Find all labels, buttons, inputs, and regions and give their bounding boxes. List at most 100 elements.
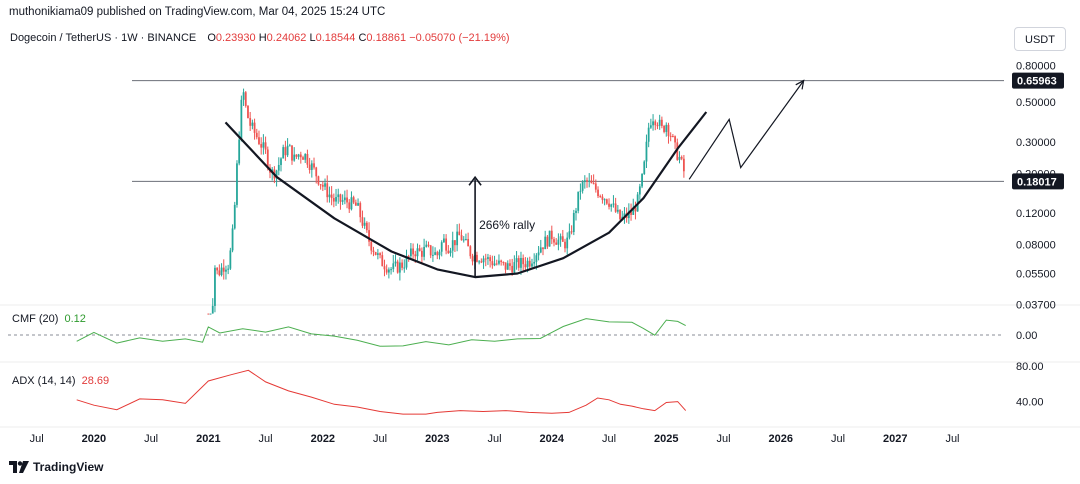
x-tick-label: 2026 bbox=[769, 433, 793, 445]
open-label: O bbox=[207, 32, 216, 44]
candle-body bbox=[449, 250, 452, 254]
candle-body bbox=[476, 254, 478, 262]
candle-body bbox=[502, 262, 505, 264]
cup-curve bbox=[224, 111, 708, 279]
y-tick-label: 0.50000 bbox=[1016, 97, 1056, 109]
candle-body bbox=[583, 180, 586, 183]
candle-body bbox=[509, 263, 511, 266]
candle-body bbox=[535, 255, 538, 262]
currency-button[interactable]: USDT bbox=[1014, 27, 1066, 51]
candle-body bbox=[321, 184, 324, 187]
candle-body bbox=[658, 119, 661, 126]
candle-body bbox=[564, 241, 566, 249]
close-value: 0.18861 bbox=[366, 32, 407, 44]
candle-body bbox=[454, 240, 456, 246]
candle-body bbox=[374, 252, 377, 255]
y-tick-label: 0.03700 bbox=[1016, 299, 1056, 311]
candle-body bbox=[238, 139, 241, 164]
candle-body bbox=[493, 263, 496, 266]
candle-body bbox=[361, 217, 364, 226]
candle-body bbox=[280, 158, 282, 165]
candle-body bbox=[458, 231, 461, 236]
x-tick-label: 2025 bbox=[654, 433, 678, 445]
candle-body bbox=[409, 248, 412, 257]
candle-body bbox=[209, 313, 212, 315]
candle-body bbox=[381, 255, 384, 267]
candle-body bbox=[328, 194, 331, 198]
cmf-legend[interactable]: CMF (20) 0.12 bbox=[12, 313, 86, 325]
candle-body bbox=[667, 124, 670, 136]
candle-body bbox=[350, 197, 353, 210]
adx-line bbox=[76, 369, 687, 415]
candle-body bbox=[207, 313, 210, 315]
candle-body bbox=[308, 164, 311, 170]
candle-body bbox=[561, 236, 564, 242]
candle-body bbox=[258, 137, 260, 145]
candle-body bbox=[511, 265, 514, 273]
rally-arrowhead bbox=[468, 175, 482, 186]
adx-tick-label: 40.00 bbox=[1016, 397, 1044, 409]
x-tick-label: 2021 bbox=[196, 433, 220, 445]
y-tick-label: 0.12000 bbox=[1016, 208, 1056, 220]
x-tick-label: Jul bbox=[30, 433, 44, 445]
candle-body bbox=[310, 163, 313, 170]
x-tick-label: Jul bbox=[488, 433, 502, 445]
candle-body bbox=[407, 256, 410, 258]
candle-body bbox=[590, 180, 593, 184]
candle-body bbox=[669, 135, 672, 137]
candle-body bbox=[432, 254, 434, 256]
candle-body bbox=[416, 248, 419, 257]
change-value: −0.05070 (−21.19%) bbox=[409, 32, 510, 44]
adx-title: ADX (14, 14) bbox=[12, 375, 76, 387]
candle-body bbox=[550, 230, 553, 240]
candle-body bbox=[652, 121, 654, 126]
candle-body bbox=[216, 267, 219, 271]
candle-body bbox=[559, 236, 562, 240]
candle-body bbox=[383, 266, 386, 270]
candle-body bbox=[346, 197, 348, 203]
symbol-legend: Dogecoin / TetherUS · 1W · BINANCE O0.23… bbox=[10, 32, 510, 44]
symbol-name[interactable]: Dogecoin / TetherUS · 1W · BINANCE bbox=[10, 32, 197, 44]
candle-body bbox=[222, 267, 225, 272]
candle-body bbox=[420, 250, 423, 257]
candle-body bbox=[260, 144, 263, 148]
candle-body bbox=[546, 236, 549, 247]
chart-canvas[interactable]: 266% rally 0.800000.500000.300000.200000… bbox=[0, 0, 1080, 460]
tradingview-footer[interactable]: TradingView bbox=[9, 460, 103, 474]
candle-body bbox=[638, 186, 641, 195]
candle-body bbox=[423, 246, 426, 257]
x-tick-label: Jul bbox=[144, 433, 158, 445]
adx-value: 28.69 bbox=[81, 375, 110, 387]
candle-body bbox=[465, 238, 467, 240]
candle-body bbox=[277, 164, 280, 171]
candle-body bbox=[462, 239, 465, 241]
candle-body bbox=[218, 270, 221, 276]
candle-body bbox=[264, 142, 267, 150]
candle-body bbox=[544, 236, 547, 250]
candle-body bbox=[304, 153, 307, 160]
candle-body bbox=[506, 263, 509, 270]
adx-legend[interactable]: ADX (14, 14) 28.69 bbox=[12, 375, 109, 387]
candle-body bbox=[498, 260, 500, 264]
candle-body bbox=[522, 257, 525, 265]
candle-body bbox=[337, 194, 340, 198]
candle-body bbox=[520, 257, 522, 268]
candle-body bbox=[414, 254, 417, 257]
candle-body bbox=[634, 207, 637, 212]
price-marker-box bbox=[1012, 173, 1064, 190]
candle-body bbox=[357, 203, 359, 206]
candle-body bbox=[387, 269, 390, 273]
cmf-value: 0.12 bbox=[64, 313, 86, 325]
candle-body bbox=[412, 248, 414, 255]
candle-body bbox=[313, 163, 315, 168]
candle-body bbox=[251, 122, 254, 126]
candle-body bbox=[542, 247, 544, 250]
footer-brand: TradingView bbox=[33, 460, 104, 474]
tradingview-logo-icon bbox=[9, 461, 29, 473]
candle-body bbox=[295, 154, 298, 157]
candle-body bbox=[515, 258, 518, 263]
projection-arrowhead bbox=[795, 79, 805, 90]
candle-body bbox=[418, 248, 421, 251]
candle-body bbox=[390, 269, 392, 271]
candle-body bbox=[588, 180, 591, 182]
